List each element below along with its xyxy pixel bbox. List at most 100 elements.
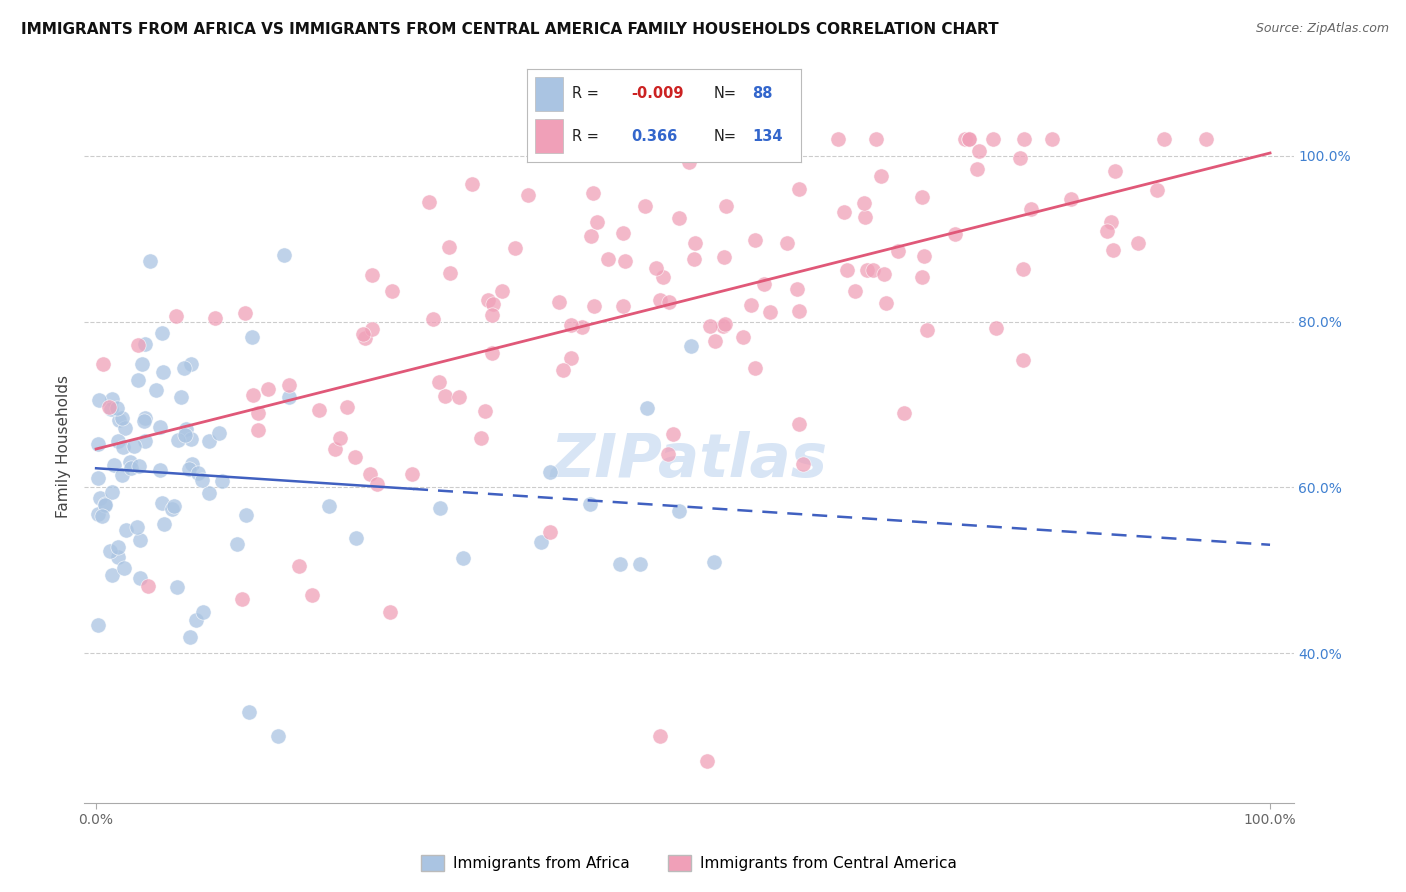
Point xyxy=(107,540,129,554)
Point xyxy=(129,533,152,548)
Point xyxy=(678,154,700,169)
Point xyxy=(150,496,173,510)
Point xyxy=(91,357,114,371)
Text: Source: ZipAtlas.com: Source: ZipAtlas.com xyxy=(1256,22,1389,36)
Point xyxy=(173,360,195,375)
Point xyxy=(776,235,799,250)
Point xyxy=(127,338,149,352)
Point xyxy=(491,285,513,299)
Point xyxy=(100,543,122,558)
Point xyxy=(1059,192,1081,206)
Point xyxy=(179,462,201,476)
Point xyxy=(461,177,484,191)
Point xyxy=(360,322,382,336)
Point xyxy=(134,434,156,448)
Point xyxy=(125,519,148,533)
Point xyxy=(180,433,202,447)
Point xyxy=(359,467,381,481)
Point xyxy=(101,392,124,406)
Point xyxy=(211,474,233,488)
Point xyxy=(645,260,668,275)
Point xyxy=(153,516,176,531)
Point xyxy=(247,423,270,437)
Point xyxy=(538,525,561,540)
Point xyxy=(844,284,866,298)
Point xyxy=(652,269,675,284)
Point xyxy=(787,417,810,431)
Point xyxy=(127,373,149,387)
Point xyxy=(699,318,721,333)
Point xyxy=(90,509,112,524)
Point xyxy=(986,321,1008,335)
Point xyxy=(711,318,734,333)
Point xyxy=(129,571,152,585)
Point xyxy=(165,309,187,323)
Point xyxy=(1010,151,1032,165)
Point xyxy=(93,497,115,511)
Y-axis label: Family Households: Family Households xyxy=(56,375,72,517)
Point xyxy=(422,312,444,326)
Point xyxy=(560,318,582,333)
Point xyxy=(277,378,299,392)
Point xyxy=(437,240,460,254)
Point xyxy=(1011,261,1033,276)
Point xyxy=(111,467,134,482)
Point xyxy=(418,194,440,209)
Point xyxy=(752,277,775,292)
Point xyxy=(474,404,496,418)
Point xyxy=(689,132,711,146)
Point xyxy=(134,410,156,425)
Point xyxy=(329,431,352,445)
Point xyxy=(401,467,423,482)
Point xyxy=(115,523,138,537)
Point xyxy=(614,254,637,268)
Point xyxy=(613,132,636,146)
Point xyxy=(323,442,346,456)
Point xyxy=(953,132,976,146)
Point xyxy=(301,588,323,602)
Point xyxy=(481,308,503,322)
Point xyxy=(477,293,499,307)
Point xyxy=(503,241,526,255)
Point xyxy=(191,605,214,619)
Point xyxy=(120,455,142,469)
Point xyxy=(1019,202,1042,216)
Point xyxy=(93,498,115,512)
Point xyxy=(152,365,174,379)
Text: 134: 134 xyxy=(752,128,783,144)
Point xyxy=(827,132,849,146)
Point xyxy=(257,382,280,396)
Point xyxy=(1146,183,1168,197)
Point xyxy=(308,403,330,417)
Text: -0.009: -0.009 xyxy=(631,87,683,102)
Point xyxy=(145,383,167,397)
Point xyxy=(120,460,142,475)
Point xyxy=(911,190,934,204)
Point xyxy=(787,182,810,196)
Point xyxy=(681,338,703,352)
Text: 88: 88 xyxy=(752,87,772,102)
Point xyxy=(553,363,575,377)
Point xyxy=(731,329,754,343)
Point xyxy=(204,310,226,325)
Point xyxy=(609,557,631,571)
Point xyxy=(703,555,725,569)
Point xyxy=(344,531,367,545)
Point xyxy=(235,508,257,522)
Point xyxy=(149,462,172,476)
Point xyxy=(97,400,120,414)
Point xyxy=(166,580,188,594)
Point xyxy=(226,537,249,551)
Point xyxy=(128,459,150,474)
Point xyxy=(792,457,814,471)
Point xyxy=(661,427,683,442)
Point xyxy=(100,485,122,500)
Point xyxy=(174,428,197,442)
Text: R =: R = xyxy=(572,87,599,102)
Point xyxy=(579,229,602,244)
Point xyxy=(134,337,156,351)
Point xyxy=(381,284,404,298)
Point xyxy=(166,433,188,447)
Text: ZIPatlas: ZIPatlas xyxy=(550,431,828,490)
Point xyxy=(344,450,367,465)
